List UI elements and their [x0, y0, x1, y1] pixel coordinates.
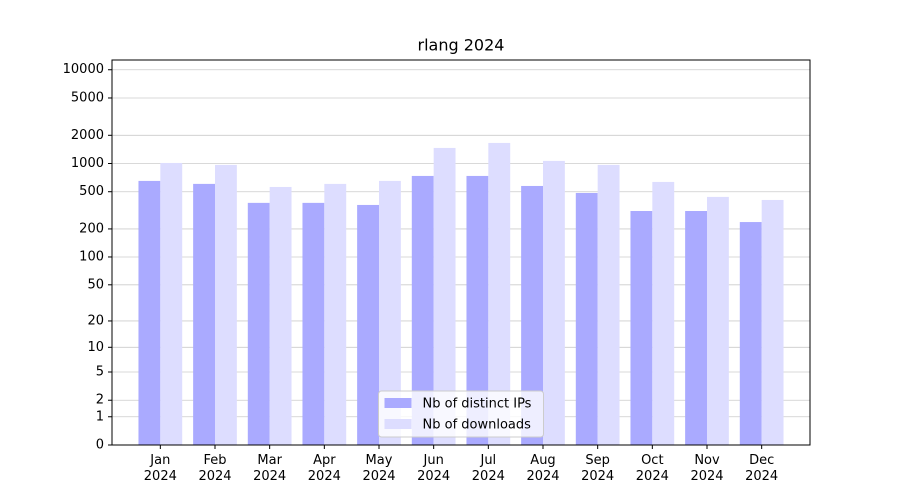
x-tick-label: Jan 2024: [143, 453, 177, 484]
bar: [761, 199, 784, 445]
bar: [739, 222, 762, 445]
bar: [411, 175, 434, 445]
y-tick-label: 5: [96, 364, 104, 379]
legend-box: [378, 390, 544, 438]
bar: [302, 202, 325, 445]
y-tick-label: 10: [87, 340, 104, 355]
y-tick-label: 2: [96, 393, 104, 408]
chart-title: rlang 2024: [418, 36, 505, 55]
y-tick-label: 100: [79, 249, 104, 264]
bar: [379, 180, 401, 445]
bar: [357, 204, 379, 445]
bar: [543, 160, 565, 446]
y-tick-label: 200: [79, 221, 104, 236]
bar: [160, 162, 183, 445]
legend-swatch: [384, 419, 412, 429]
bar: [685, 211, 707, 445]
bar: [488, 142, 511, 445]
plot-frame: [111, 59, 811, 446]
bar: [138, 180, 161, 445]
bar: [575, 192, 598, 445]
bar: [521, 185, 543, 445]
y-tick-label: 500: [79, 184, 104, 199]
x-tick-label: Apr 2024: [307, 453, 341, 484]
bar: [247, 202, 270, 445]
x-tick-label: Jun 2024: [417, 453, 451, 484]
y-tick-label: 20: [87, 313, 104, 328]
bar: [193, 183, 215, 445]
x-tick-label: Nov 2024: [690, 453, 724, 484]
legend-swatch: [384, 398, 412, 408]
y-tick-label: 1: [96, 409, 104, 424]
y-tick-label: 1000: [71, 156, 104, 171]
bar: [215, 164, 237, 445]
bar: [597, 164, 620, 445]
x-tick-label: Oct 2024: [635, 453, 669, 484]
x-tick-label: Jul 2024: [471, 453, 505, 484]
y-tick-label: 50: [87, 277, 104, 292]
y-tick-label: 5000: [71, 90, 104, 105]
x-tick-label: Mar 2024: [253, 453, 287, 484]
bar: [466, 175, 489, 445]
x-tick-label: Dec 2024: [745, 453, 779, 484]
bar: [269, 186, 292, 445]
x-tick-label: Feb 2024: [198, 453, 232, 484]
x-tick-label: Aug 2024: [526, 453, 560, 484]
legend-label: Nb of downloads: [423, 418, 532, 433]
bar: [433, 147, 456, 445]
y-tick-label: 2000: [71, 128, 104, 143]
x-tick-label: May 2024: [362, 453, 396, 484]
legend: Nb of distinct IPs Nb of downloads: [378, 390, 544, 438]
x-tick-label: Sep 2024: [581, 453, 615, 484]
bar: [630, 211, 653, 445]
bar: [707, 196, 729, 445]
legend-label: Nb of distinct IPs: [423, 397, 532, 412]
bar: [324, 183, 347, 445]
bar: [652, 181, 675, 445]
y-tick-label: 0: [96, 438, 104, 453]
y-tick-label: 10000: [63, 62, 104, 77]
